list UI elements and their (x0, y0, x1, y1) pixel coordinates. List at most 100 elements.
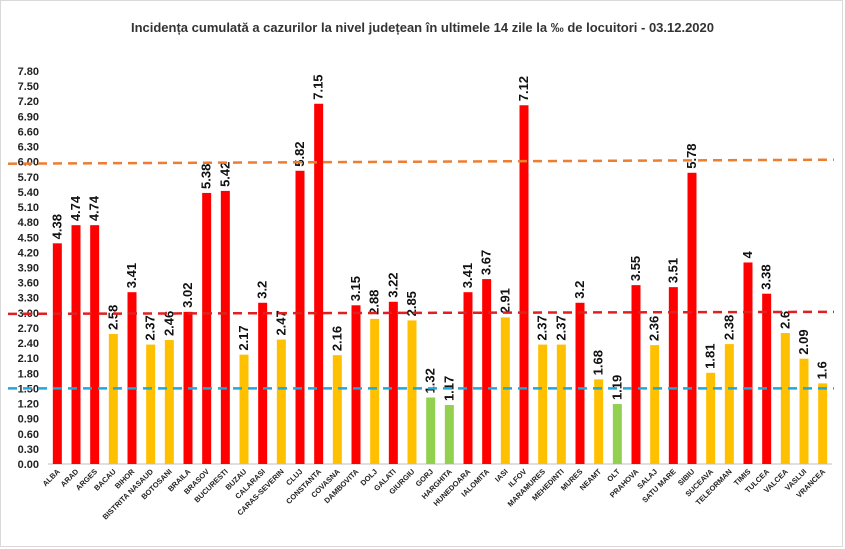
data-label: 2.37 (535, 315, 550, 340)
data-label: 2.37 (143, 315, 158, 340)
bar-calarasi (258, 302, 268, 464)
y-tick-label: 7.50 (18, 81, 39, 93)
y-tick-label: 6.30 (18, 142, 39, 154)
bar-ialomita (482, 279, 492, 464)
bar-gorj (426, 397, 436, 464)
bar-giurgiu (407, 320, 417, 464)
y-tick-label: 7.80 (18, 66, 39, 78)
bar-covasna (332, 355, 342, 464)
threshold-line (7, 158, 835, 165)
data-label: 3.67 (479, 250, 494, 275)
y-tick-label: 5.40 (18, 187, 39, 199)
y-tick-label: 0.90 (18, 414, 39, 426)
y-tick-label: 5.70 (18, 172, 39, 184)
bar-dolj (370, 318, 380, 464)
y-tick-label: 6.60 (18, 126, 39, 138)
y-tick-label: 0.00 (18, 459, 39, 471)
data-label: 2.38 (721, 315, 736, 340)
bar-botosani (164, 340, 174, 464)
y-tick-label: 4.80 (18, 217, 39, 229)
bar-buzau (239, 354, 249, 464)
bar-mures (575, 302, 585, 464)
bar-harghita (444, 405, 454, 464)
bar-teleorman (724, 344, 734, 464)
data-label: 2.37 (553, 315, 568, 340)
data-label: 5.82 (292, 141, 307, 166)
data-label: 3.38 (759, 264, 774, 289)
data-label: 7.15 (311, 74, 326, 99)
data-label: 2.09 (796, 329, 811, 354)
bar-bihor (127, 292, 137, 464)
data-label: 4.74 (68, 195, 83, 221)
bar-salaj (650, 345, 660, 464)
data-label: 2.46 (161, 311, 176, 336)
y-tick-label: 0.60 (18, 429, 39, 441)
bar-valcea (780, 333, 790, 464)
y-tick-label: 6.90 (18, 111, 39, 123)
data-label: 5.78 (684, 143, 699, 168)
data-label: 4.74 (87, 195, 102, 221)
y-tick-label: 7.20 (18, 96, 39, 108)
data-label: 2.91 (497, 288, 512, 313)
y-tick-label: 2.10 (18, 353, 39, 365)
bar-maramures (538, 344, 548, 464)
chart-title: Incidența cumulată a cazurilor la nivel … (130, 20, 715, 35)
bar-mehedinti (556, 344, 566, 464)
y-tick-label: 3.60 (18, 278, 39, 290)
data-label: 3.55 (628, 256, 643, 281)
y-tick-label: 4.20 (18, 247, 39, 259)
bar-prahova (631, 285, 641, 464)
bar-arad (71, 225, 81, 464)
bar-bacau (108, 334, 118, 464)
y-tick-label: 2.70 (18, 323, 39, 335)
y-tick-label: 2.40 (18, 338, 39, 350)
bar-vrancea (818, 383, 828, 464)
data-label: 7.12 (516, 76, 531, 101)
bar-caras-severin (276, 339, 286, 464)
category-label: ALBA (41, 467, 63, 489)
bar-suceava (706, 372, 716, 464)
data-label: 3.41 (124, 263, 139, 288)
bar-arges (90, 225, 100, 464)
y-tick-label: 4.50 (18, 232, 39, 244)
data-label: 5.42 (217, 162, 232, 187)
data-label: 3.22 (385, 272, 400, 297)
y-tick-label: 3.90 (18, 263, 39, 275)
data-label: 1.32 (423, 368, 438, 393)
data-label: 3.02 (180, 283, 195, 308)
bar-cluj (295, 170, 305, 464)
bar-constanta (314, 103, 324, 464)
data-label: 2.16 (329, 326, 344, 351)
bar-bucuresti (220, 190, 230, 464)
data-label: 2.36 (647, 316, 662, 341)
bar-iasi (500, 317, 510, 464)
data-label: 1.6 (815, 361, 830, 379)
bar-sibiu (687, 172, 697, 464)
bar-galati (388, 301, 398, 464)
data-label: 3.51 (665, 258, 680, 283)
data-label: 3.15 (348, 276, 363, 301)
data-label: 1.68 (591, 350, 606, 375)
bar-hunedoara (463, 292, 473, 464)
bar-olt (612, 404, 622, 464)
data-label: 3.41 (460, 263, 475, 288)
data-label: 2.88 (367, 290, 382, 315)
bar-bistrita-nasaud (146, 344, 156, 464)
y-tick-label: 0.30 (18, 444, 39, 456)
data-label: 3.2 (572, 281, 587, 299)
bar-alba (52, 243, 62, 464)
y-tick-label: 1.20 (18, 399, 39, 411)
data-label: 4 (740, 250, 755, 258)
data-label: 2.85 (404, 291, 419, 316)
bar-satu-mare (668, 287, 678, 464)
category-label: NEAMT (578, 467, 604, 493)
data-label: 2.17 (236, 325, 251, 350)
data-label: 2.6 (777, 311, 792, 329)
bar-timis (743, 262, 753, 464)
bar-neamt (594, 379, 604, 464)
threshold-line (7, 310, 835, 316)
y-tick-label: 3.30 (18, 293, 39, 305)
data-label: 4.38 (49, 214, 64, 239)
